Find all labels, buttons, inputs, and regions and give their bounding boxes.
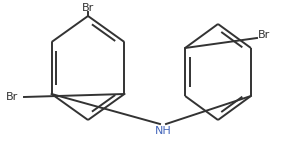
Text: Br: Br (258, 30, 270, 40)
Text: Br: Br (6, 92, 18, 102)
Text: NH: NH (155, 126, 171, 136)
Text: Br: Br (82, 3, 94, 13)
